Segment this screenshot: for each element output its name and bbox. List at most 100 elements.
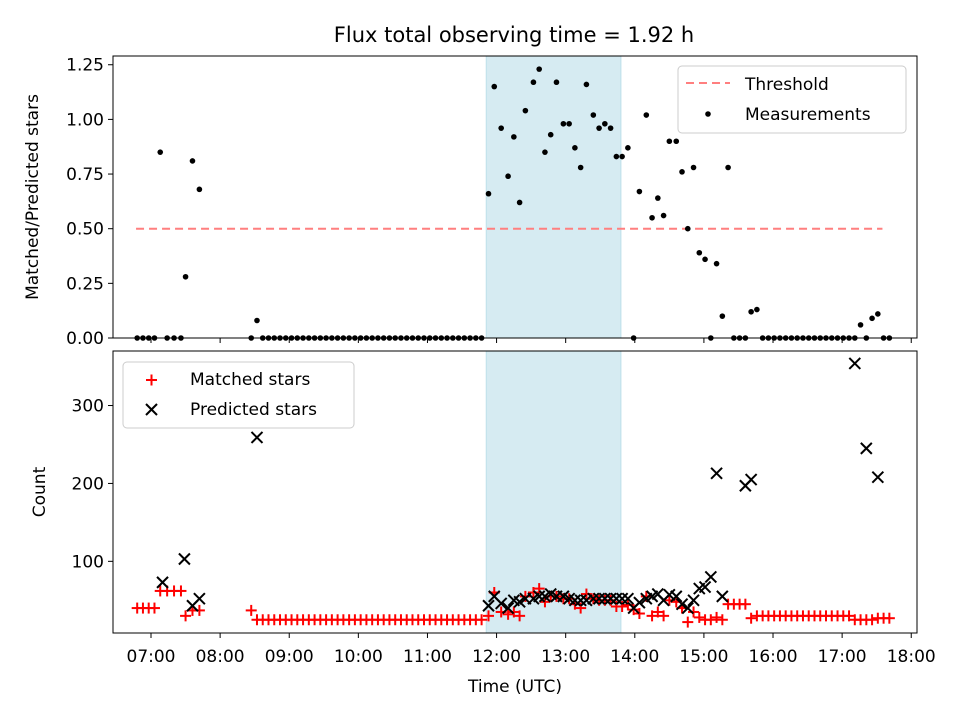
matched-point: [476, 614, 488, 626]
measurement-point: [713, 260, 720, 267]
matched-point: [646, 610, 658, 622]
y-tick-label: 0.25: [66, 274, 104, 294]
predicted-point-b: [592, 592, 606, 605]
y-tick-label: 0.00: [66, 329, 104, 349]
measurement-point: [536, 66, 542, 72]
predicted-point: [615, 592, 629, 605]
measurement-point: [625, 145, 631, 151]
measurement-point: [505, 173, 511, 180]
predicted-point-b: [557, 590, 570, 603]
bottom-legend-label: Predicted stars: [190, 400, 317, 420]
predicted-point: [704, 570, 718, 584]
predicted-point-b: [610, 592, 623, 605]
matched-point: [705, 614, 717, 626]
measurement-point: [619, 153, 625, 160]
x-tick-label: 07:00: [127, 647, 176, 667]
predicted-point: [482, 599, 495, 612]
matched-point: [148, 602, 160, 614]
predicted-point-b: [698, 580, 712, 594]
measurement-point: [875, 311, 881, 317]
matched-point: [883, 612, 895, 624]
measurement-point: [196, 186, 203, 193]
x-tick-label: 12:00: [472, 647, 521, 667]
measurement-point: [511, 134, 517, 140]
predicted-point-b: [651, 587, 665, 601]
measurement-point: [254, 317, 260, 324]
measurement-point: [636, 188, 643, 195]
bottom-axes-frame: [112, 350, 918, 634]
predicted-point: [633, 596, 646, 609]
predicted-point-b: [193, 592, 206, 605]
measurement-point: [660, 212, 667, 219]
predicted-point-b: [663, 588, 676, 602]
top-legend-label: Threshold: [744, 75, 829, 95]
x-tick-label: 15:00: [679, 647, 728, 667]
bottom-legend-label: Matched stars: [190, 370, 310, 390]
measurement-point: [182, 273, 189, 280]
measurement-point: [748, 308, 754, 315]
predicted-point-b: [568, 594, 582, 607]
predicted-point: [501, 601, 515, 615]
measurement-point: [547, 131, 554, 138]
measurement-point: [673, 138, 680, 145]
top-y-ticks: 0.00 0.25 0.50 0.75 1.00 1.25: [66, 56, 113, 349]
predicted-point: [698, 580, 712, 594]
top-legend-label: Measurements: [745, 105, 871, 125]
measurement-point: [602, 120, 608, 127]
matched-point: [652, 606, 664, 618]
predicted-point-b: [532, 590, 546, 603]
matched-point: [502, 608, 514, 620]
y-tick-label: 1.25: [66, 56, 104, 76]
predicted-point: [860, 442, 873, 455]
predicted-point: [716, 590, 729, 603]
measurement-point: [498, 125, 504, 131]
measurement-point: [725, 164, 731, 171]
measurement-point: [560, 120, 567, 127]
predicted-point: [610, 592, 623, 605]
measurement-point: [157, 149, 164, 155]
predicted-point-b: [633, 596, 646, 609]
predicted-point-b: [598, 592, 612, 605]
measurement-point: [655, 195, 661, 201]
measurement-point: [485, 190, 492, 197]
predicted-point-b: [848, 357, 862, 370]
matched-point: [693, 611, 705, 623]
predicted-point-b: [178, 552, 191, 566]
bottom-y-axis-label: Count: [30, 466, 50, 517]
predicted-point-b: [501, 601, 515, 615]
measurement-point: [754, 306, 760, 313]
predicted-point: [156, 576, 169, 589]
matched-legend-swatch: [146, 374, 157, 386]
predicted-point-b: [494, 597, 508, 610]
predicted-point-b: [675, 597, 689, 611]
measurement-point: [684, 225, 691, 232]
matched-point: [180, 610, 192, 622]
predicted-point-b: [681, 601, 694, 615]
predicted-point-b: [871, 470, 885, 484]
predicted-point-b: [716, 590, 729, 603]
measurement-point: [607, 125, 614, 131]
measurement-point: [522, 107, 529, 114]
y-tick-label: 300: [72, 397, 104, 417]
matched-point: [514, 610, 526, 622]
matched-point: [533, 583, 545, 595]
x-tick-label: 10:00: [334, 647, 383, 667]
measurement-point: [596, 125, 602, 131]
y-tick-label: 0.50: [66, 220, 104, 240]
matched-point: [616, 601, 628, 613]
matched-point: [633, 608, 645, 620]
measurement-point: [690, 164, 697, 171]
x-axis-label: Time (UTC): [467, 677, 562, 697]
matched-point: [866, 614, 878, 626]
y-tick-label: 100: [72, 552, 104, 572]
measurement-legend-swatch: [705, 111, 711, 117]
predicted-point-b: [604, 592, 617, 605]
measurement-point: [553, 79, 560, 86]
predicted-point-b: [574, 594, 587, 607]
measurement-point: [577, 164, 584, 171]
predicted-point: [621, 592, 635, 605]
matched-point: [716, 614, 728, 626]
measurement-point: [530, 79, 537, 86]
predicted-point: [687, 594, 700, 607]
top-legend-frame: [677, 65, 907, 134]
